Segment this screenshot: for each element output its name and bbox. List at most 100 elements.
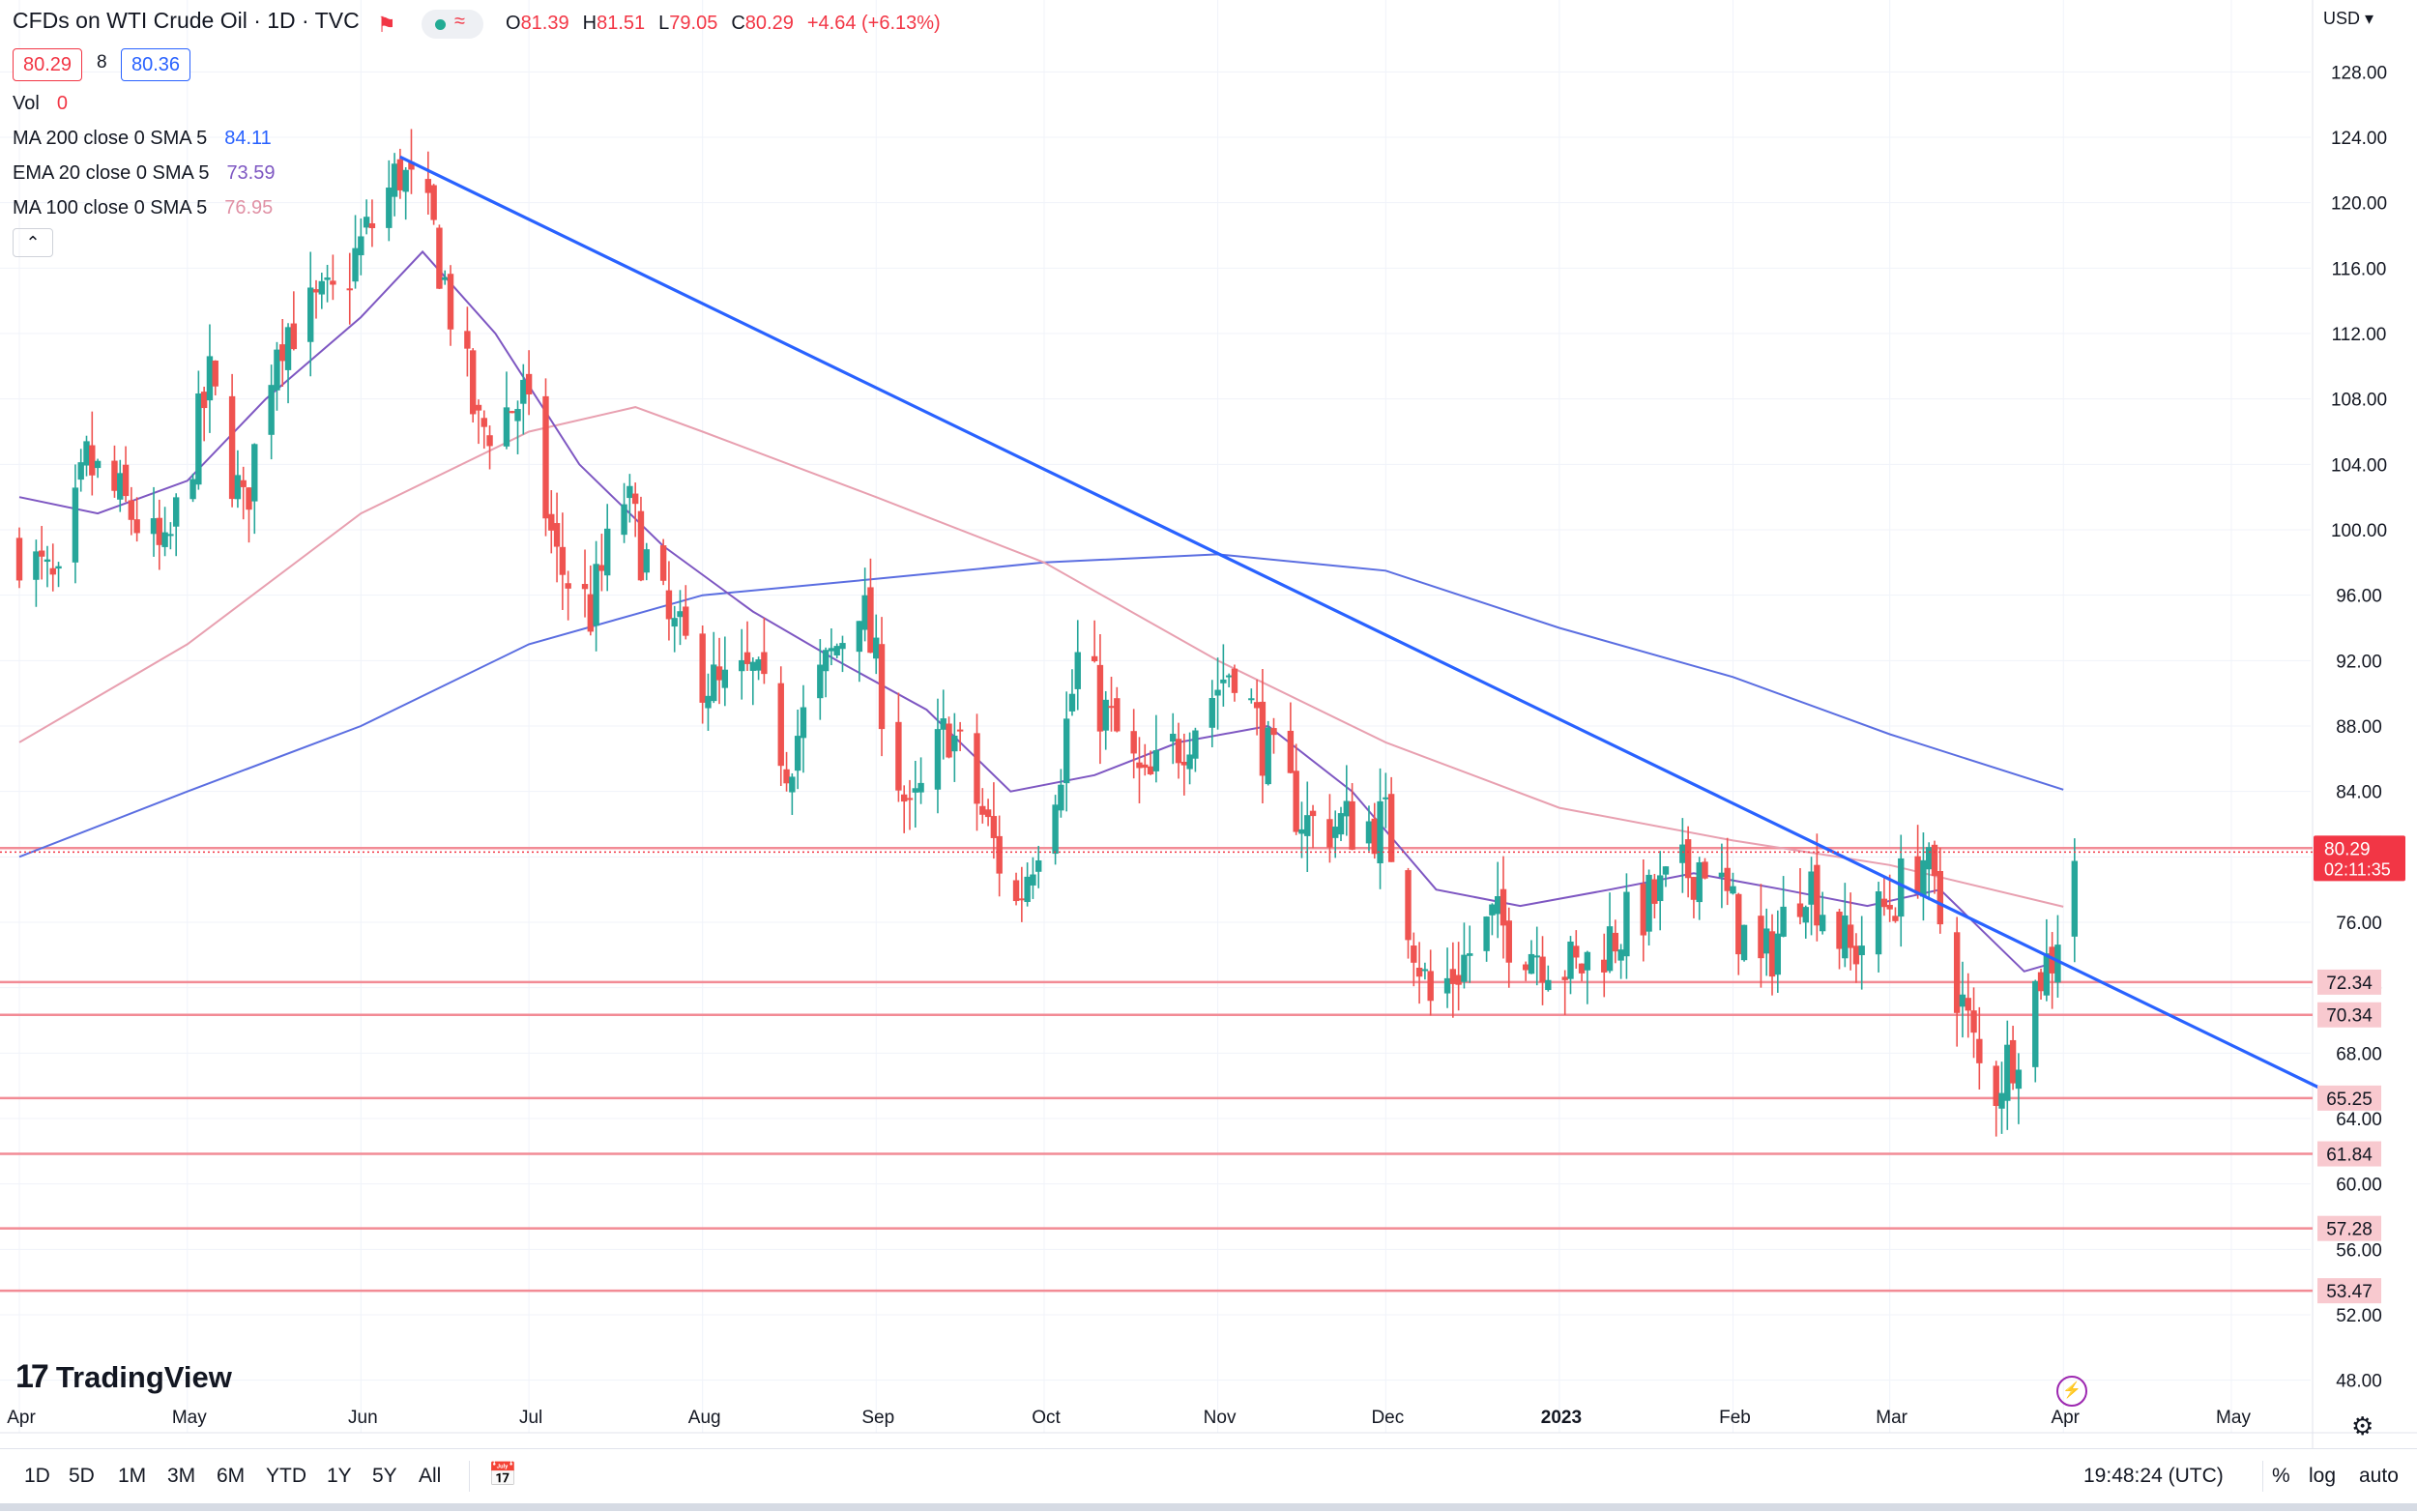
clock[interactable]: 19:48:24 (UTC) [2083, 1465, 2224, 1487]
bullish-candle [1696, 861, 1703, 903]
bearish-candle [1387, 794, 1395, 862]
indicator-ma100[interactable]: MA 100 close 0 SMA 5 76.95 [13, 197, 273, 219]
bullish-candle [1606, 926, 1614, 972]
bullish-candle [442, 276, 449, 280]
bearish-candle [1309, 810, 1317, 817]
indicator-ma200[interactable]: MA 200 close 0 SMA 5 84.11 [13, 128, 272, 150]
bullish-candle [1819, 915, 1826, 932]
bullish-candle [1920, 859, 1927, 897]
bearish-candle [330, 280, 336, 285]
indicator-volume[interactable]: Vol 0 [13, 93, 68, 115]
bullish-candle [739, 659, 745, 672]
bullish-candle [1365, 821, 1373, 844]
bearish-candle [1735, 893, 1742, 955]
bullish-candle [1186, 754, 1193, 770]
percent-toggle[interactable]: % [2272, 1465, 2290, 1487]
timeframe-6m[interactable]: 6M [217, 1465, 246, 1487]
bearish-candle [1914, 856, 1921, 894]
price-chart[interactable]: 48.0052.0056.0060.0064.0068.0072.0076.00… [0, 0, 2417, 1448]
bullish-candle [1265, 727, 1271, 785]
bullish-candle [2004, 1044, 2011, 1101]
bullish-candle [1208, 697, 1215, 728]
bearish-candle [1578, 963, 1586, 974]
symbol-title[interactable]: CFDs on WTI Crude Oil · 1D · TVC [13, 8, 360, 33]
gear-icon[interactable]: ⚙ [2351, 1411, 2374, 1440]
timeframe-3m[interactable]: 3M [167, 1465, 196, 1487]
timeframe-1m[interactable]: 1M [118, 1465, 147, 1487]
level-label-background [2317, 1278, 2381, 1304]
x-tick-label: Nov [1204, 1408, 1237, 1428]
level-label: 57.28 [2326, 1220, 2373, 1240]
bullish-candle [1152, 749, 1160, 771]
bottom-toolbar: 1D 5D 1M 3M 6M YTD 1Y 5Y All 📅 19:48:24 … [0, 1448, 2417, 1512]
chevron-up-icon[interactable]: ⌃ [13, 228, 53, 257]
bearish-candle [974, 733, 980, 804]
bullish-candle [1730, 886, 1736, 894]
bearish-candle [1814, 864, 1820, 926]
bullish-candle [934, 729, 942, 790]
level-label-background [2317, 1085, 2381, 1111]
delayed-data-icon: ≈ [454, 11, 465, 32]
bearish-candle [683, 606, 689, 636]
timeframe-all[interactable]: All [419, 1465, 442, 1487]
bearish-candle [1690, 877, 1698, 900]
bullish-candle [2071, 860, 2079, 937]
indicator-ema20[interactable]: EMA 20 close 0 SMA 5 73.59 [13, 162, 276, 185]
bullish-candle [912, 788, 918, 793]
bullish-candle [1774, 933, 1782, 975]
bearish-candle [1758, 916, 1764, 959]
currency-selector[interactable]: USD ▾ [2323, 9, 2374, 28]
bullish-candle [817, 664, 824, 699]
flag-icon[interactable]: ⚑ [377, 13, 396, 37]
market-status[interactable]: ≈ [422, 10, 483, 39]
y-tick-label: 128.00 [2331, 63, 2387, 83]
bearish-candle [464, 331, 471, 349]
bearish-candle [1108, 706, 1115, 709]
level-label: 61.84 [2326, 1146, 2373, 1166]
bearish-candle [200, 392, 208, 409]
auto-toggle[interactable]: auto [2359, 1465, 2399, 1487]
bullish-candle [72, 487, 79, 563]
bullish-candle [1192, 730, 1199, 759]
bullish-candle [1248, 698, 1255, 701]
bearish-candle [1349, 800, 1355, 850]
logo-text: TradingView [55, 1359, 232, 1394]
bullish-candle [1383, 797, 1389, 800]
tradingview-logo[interactable]: 17 TradingView [15, 1358, 232, 1396]
bearish-candle [1768, 931, 1776, 977]
calendar-range-icon[interactable]: 📅 [488, 1462, 517, 1488]
log-toggle[interactable]: log [2309, 1465, 2337, 1487]
lightning-icon[interactable]: ⚡ [2056, 1376, 2087, 1407]
bullish-candle [621, 504, 627, 536]
bearish-candle [525, 373, 533, 395]
sell-button[interactable]: 80.29 [13, 48, 83, 81]
bearish-candle [743, 652, 751, 664]
bullish-candle [593, 564, 599, 626]
timeframe-ytd[interactable]: YTD [266, 1465, 306, 1487]
toolbar-divider [2262, 1461, 2263, 1492]
bullish-candle [1780, 906, 1787, 937]
bearish-candle [246, 487, 252, 510]
bearish-candle [1539, 956, 1546, 983]
buy-button[interactable]: 80.36 [121, 48, 191, 81]
timeframe-5d[interactable]: 5D [69, 1465, 95, 1487]
bullish-candle [161, 532, 168, 547]
bullish-candle [677, 611, 684, 618]
bullish-candle [1058, 784, 1064, 811]
timeframe-1d[interactable]: 1D [24, 1465, 50, 1487]
bearish-candle [1886, 904, 1893, 910]
indicator-label: MA 200 close 0 SMA 5 [13, 128, 208, 149]
bullish-candle [951, 735, 958, 752]
bullish-candle [172, 497, 180, 527]
bullish-candle [1225, 675, 1233, 678]
x-tick-label: May [172, 1408, 207, 1428]
y-tick-label: 92.00 [2336, 652, 2382, 672]
bearish-candle [761, 652, 768, 675]
timeframe-5y[interactable]: 5Y [372, 1465, 397, 1487]
timeframe-1y[interactable]: 1Y [327, 1465, 352, 1487]
bullish-candle [1926, 847, 1933, 870]
bullish-candle [1623, 891, 1630, 957]
high-label: H [582, 13, 597, 34]
bearish-candle [1371, 818, 1378, 855]
bearish-candle [1405, 870, 1412, 941]
